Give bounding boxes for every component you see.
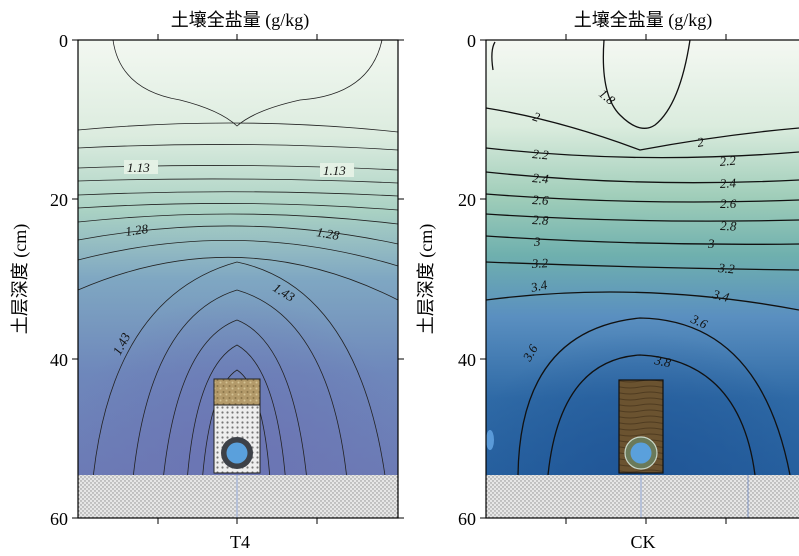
t4-pipe-bore: [226, 442, 248, 464]
ck-contour-label: 2.2: [719, 153, 737, 169]
ck-contour-label: 3: [533, 234, 541, 249]
ck-edge-pipe: [486, 430, 494, 450]
ck-y-tick: 60: [458, 509, 476, 529]
panel-ck: 1.8 2 2 2.2 2.2 2.4 2.4 2.6 2.6 2.8 2.8 …: [416, 10, 799, 552]
t4-label-bg: [320, 163, 354, 177]
ck-contour-label: 3.6: [688, 311, 710, 332]
panel-t4: 1.13 1.13 1.28 1.28 1.43 1.43: [10, 10, 404, 552]
t4-y-tick: 20: [50, 190, 68, 210]
t4-x-label: T4: [230, 532, 250, 552]
ck-contour-label: 2.4: [719, 175, 737, 191]
ck-base-layer: [486, 475, 799, 518]
ck-y-tick: 0: [467, 31, 476, 51]
ck-y-label: 土层深度 (cm): [416, 224, 437, 334]
t4-ticks: [72, 34, 404, 524]
ck-contour-label: 3.8: [652, 352, 672, 370]
t4-drain-structure: [213, 378, 261, 474]
ck-pipe-bore: [630, 442, 652, 464]
t4-sand-layer: [213, 378, 261, 406]
t4-y-tick: 40: [50, 350, 68, 370]
ck-contour-label: 2.6: [532, 192, 550, 208]
ck-contour-label: 3: [707, 236, 715, 251]
ck-contour-label: 2.4: [532, 170, 550, 186]
ck-contour-label: 2.8: [720, 218, 737, 234]
t4-y-tick: 60: [50, 509, 68, 529]
ck-contour-label: 2.6: [720, 196, 737, 211]
ck-contour-label: 3.4: [529, 277, 549, 295]
t4-contour-label: 1.13: [127, 160, 150, 175]
ck-x-label: CK: [630, 532, 655, 552]
ck-contour-label: 2: [696, 134, 705, 150]
t4-base-layer: [78, 475, 398, 518]
t4-contour-label: 1.13: [323, 163, 346, 178]
t4-contours: [77, 39, 399, 519]
ck-contour-label: 2: [531, 109, 542, 125]
t4-label-bg: [124, 160, 158, 174]
ck-y-tick: 20: [458, 190, 476, 210]
ck-y-tick-labels: 0 20 40 60: [458, 31, 476, 529]
t4-contour-label: 1.28: [315, 224, 341, 243]
t4-y-label: 土层深度 (cm): [10, 224, 31, 334]
ck-ticks: [480, 34, 727, 524]
ck-drain-structure: [486, 379, 664, 474]
ck-contour-label: 2.8: [532, 212, 550, 228]
t4-title: 土壤全盐量 (g/kg): [171, 10, 310, 31]
t4-plot-frame: [77, 39, 399, 519]
ck-contour-label: 3.2: [530, 255, 549, 271]
ck-contour-label: 2.2: [532, 146, 550, 162]
ck-y-tick: 40: [458, 350, 476, 370]
ck-contour-label: 3.2: [717, 260, 736, 276]
t4-y-tick-labels: 0 20 40 60: [50, 31, 68, 529]
t4-y-tick: 0: [59, 31, 68, 51]
ck-title: 土壤全盐量 (g/kg): [574, 10, 713, 31]
t4-contour-label: 1.28: [124, 221, 149, 239]
ck-contours: [485, 39, 799, 476]
ck-contour-label: 3.4: [710, 286, 731, 305]
